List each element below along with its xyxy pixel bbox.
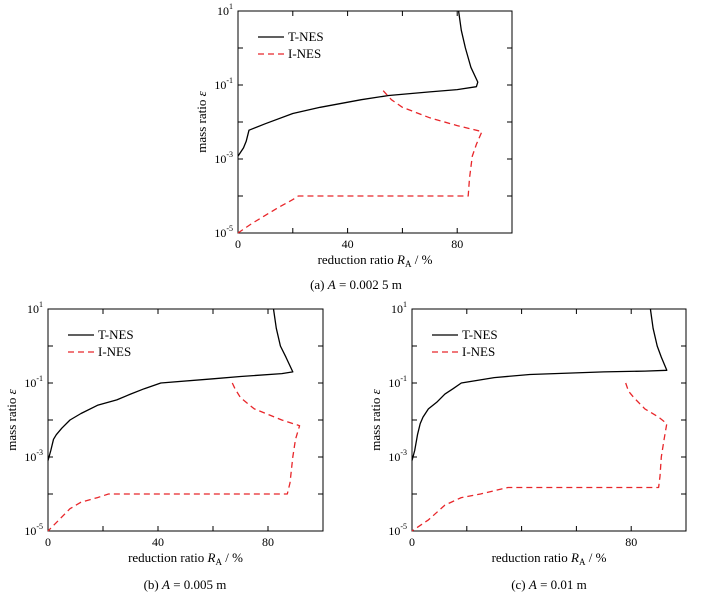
y-tick-label: 10-5	[388, 522, 407, 538]
y-tick-exponent: -1	[36, 374, 43, 383]
y-axis-label: mass ratio ε	[368, 388, 383, 450]
caption-symbol: A	[528, 577, 537, 592]
y-tick-label: 10-5	[24, 522, 43, 538]
x-tick-label: 0	[409, 535, 415, 549]
x-axis-label-unit: / %	[222, 550, 243, 565]
caption-value: = 0.002 5 m	[336, 277, 402, 292]
y-axis-label: mass ratio ε	[194, 90, 209, 152]
caption-letter: (c)	[511, 577, 529, 592]
x-axis-label-symbol: R	[570, 550, 579, 565]
y-tick-exponent: -5	[400, 522, 407, 531]
y-tick-exponent: -3	[36, 448, 43, 457]
y-tick-exponent: -3	[400, 448, 407, 457]
y-tick-exponent: -1	[400, 374, 407, 383]
x-axis-label: reduction ratio RA / %	[492, 550, 607, 567]
y-tick-base: 10	[391, 302, 403, 316]
y-tick-label: 101	[391, 300, 407, 316]
y-axis-label-symbol: ε	[368, 388, 383, 394]
x-tick-label: 80	[625, 535, 637, 549]
legend-label-i-nes: I-NES	[98, 344, 131, 359]
y-tick-exponent: 1	[229, 2, 233, 11]
caption-value: = 0.01 m	[537, 577, 587, 592]
series-line-t-nes	[411, 308, 668, 461]
legend-label-t-nes: T-NES	[98, 327, 134, 342]
series-line-i-nes	[47, 382, 301, 532]
x-tick-label: 80	[451, 237, 463, 251]
legend-label-t-nes: T-NES	[288, 29, 324, 44]
series-line-i-nes	[237, 90, 483, 234]
x-axis-label-subscript: A	[215, 557, 222, 567]
y-tick-label: 10-1	[24, 374, 43, 390]
y-tick-exponent: -5	[36, 522, 43, 531]
y-tick-base: 10	[214, 152, 226, 166]
x-tick-label: 40	[152, 535, 164, 549]
y-tick-base: 10	[24, 376, 36, 390]
x-axis-label-subscript: A	[405, 259, 412, 269]
caption-symbol: A	[327, 277, 336, 292]
series-line-t-nes	[47, 308, 294, 461]
y-tick-base: 10	[214, 78, 226, 92]
y-axis-label-symbol: ε	[4, 388, 19, 394]
x-axis-label: reduction ratio RA / %	[128, 550, 243, 567]
y-tick-base: 10	[217, 4, 229, 18]
x-axis-label-text: reduction ratio	[318, 252, 397, 267]
x-axis-label-unit: / %	[411, 252, 432, 267]
caption-value: = 0.005 m	[170, 577, 226, 592]
x-axis-label-symbol: R	[207, 550, 216, 565]
x-tick-label: 0	[45, 535, 51, 549]
x-axis-label-text: reduction ratio	[128, 550, 207, 565]
y-tick-exponent: 1	[403, 300, 407, 309]
y-tick-base: 10	[214, 226, 226, 240]
y-tick-label: 10-3	[388, 448, 407, 464]
series-line-i-nes	[411, 382, 668, 532]
x-tick-label: 40	[342, 237, 354, 251]
y-tick-label: 10-3	[214, 150, 233, 166]
caption-letter: (a)	[310, 277, 328, 292]
legend-label-t-nes: T-NES	[462, 327, 498, 342]
x-axis-label-subscript: A	[579, 557, 586, 567]
y-tick-base: 10	[24, 450, 36, 464]
y-tick-base: 10	[388, 524, 400, 538]
legend-label-i-nes: I-NES	[462, 344, 495, 359]
panel-caption: (c) A = 0.01 m	[511, 577, 587, 592]
y-axis-label-text: mass ratio	[194, 96, 209, 152]
panel-caption: (a) A = 0.002 5 m	[310, 277, 402, 292]
y-tick-label: 101	[27, 300, 43, 316]
x-axis-label: reduction ratio RA / %	[318, 252, 433, 269]
y-tick-exponent: -3	[226, 150, 233, 159]
x-tick-label: 80	[262, 535, 274, 549]
y-axis-label-text: mass ratio	[368, 394, 383, 450]
x-axis-label-text: reduction ratio	[492, 550, 571, 565]
y-tick-exponent: -5	[226, 224, 233, 233]
caption-symbol: A	[161, 577, 170, 592]
y-tick-label: 10-5	[214, 224, 233, 240]
x-tick-label: 0	[235, 237, 241, 251]
y-axis-label-text: mass ratio	[4, 394, 19, 450]
y-tick-base: 10	[27, 302, 39, 316]
y-tick-label: 10-1	[214, 76, 233, 92]
legend-label-i-nes: I-NES	[288, 46, 321, 61]
y-tick-label: 101	[217, 2, 233, 18]
plot-frame	[237, 10, 513, 234]
caption-letter: (b)	[144, 577, 162, 592]
panel-caption: (b) A = 0.005 m	[144, 577, 227, 592]
y-tick-exponent: 1	[39, 300, 43, 309]
y-axis-label-symbol: ε	[194, 90, 209, 96]
y-tick-base: 10	[388, 376, 400, 390]
x-axis-label-symbol: R	[396, 252, 405, 267]
y-tick-label: 10-3	[24, 448, 43, 464]
y-axis-label: mass ratio ε	[4, 388, 19, 450]
y-tick-label: 10-1	[388, 374, 407, 390]
plot-frame	[411, 308, 687, 532]
series-line-t-nes	[237, 10, 479, 157]
y-tick-base: 10	[388, 450, 400, 464]
x-axis-label-unit: / %	[585, 550, 606, 565]
y-tick-exponent: -1	[226, 76, 233, 85]
y-tick-base: 10	[24, 524, 36, 538]
